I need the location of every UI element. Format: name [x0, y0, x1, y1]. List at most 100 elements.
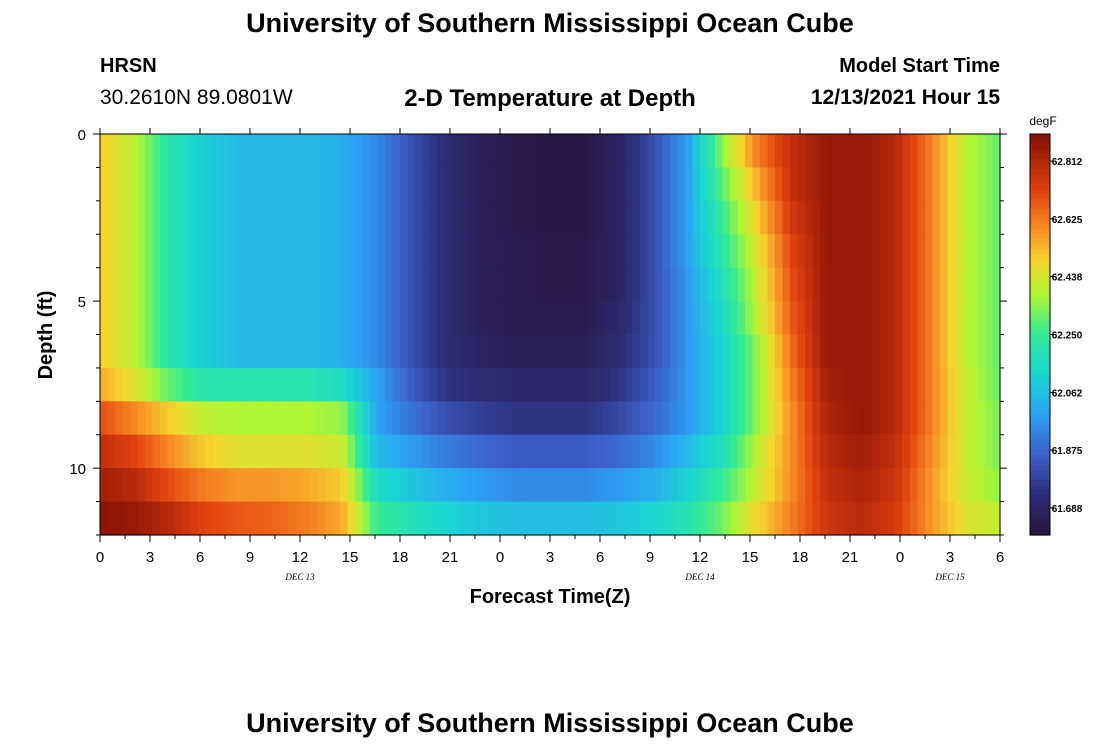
- heatmap-cell: [790, 434, 799, 469]
- heatmap-cell: [790, 401, 799, 436]
- heatmap-cell: [295, 434, 304, 469]
- heatmap-cell: [940, 334, 949, 369]
- heatmap-cell: [422, 167, 431, 202]
- heatmap-cell: [310, 234, 319, 269]
- heatmap-cell: [190, 267, 199, 302]
- heatmap-cell: [370, 501, 379, 536]
- colorbar-segment: [1030, 284, 1050, 290]
- heatmap-cell: [797, 501, 806, 536]
- colorbar-segment: [1030, 509, 1050, 516]
- heatmap-cell: [625, 334, 634, 369]
- heatmap-cell: [700, 267, 709, 302]
- heatmap-cell: [370, 234, 379, 269]
- heatmap-cell: [197, 200, 206, 235]
- heatmap-cell: [587, 334, 596, 369]
- heatmap-cell: [422, 234, 431, 269]
- heatmap-cell: [812, 434, 821, 469]
- colorbar-segment: [1030, 374, 1050, 381]
- heatmap-cell: [175, 468, 184, 503]
- heatmap-cell: [857, 234, 866, 269]
- heatmap-cell: [362, 434, 371, 469]
- heatmap-cell: [595, 367, 604, 402]
- heatmap-cell: [752, 401, 761, 436]
- heatmap-cell: [437, 367, 446, 402]
- colorbar-segment: [1030, 329, 1050, 336]
- y-tick-label: 10: [69, 461, 86, 478]
- heatmap-cell: [617, 334, 626, 369]
- heatmap-cell: [902, 468, 911, 503]
- heatmap-cell: [385, 334, 394, 369]
- heatmap-cell: [805, 334, 814, 369]
- heatmap-cell: [392, 468, 401, 503]
- heatmap-cell: [775, 267, 784, 302]
- heatmap-cell: [700, 367, 709, 402]
- heatmap-cell: [332, 401, 341, 436]
- heatmap-cell: [910, 501, 919, 536]
- heatmap-cell: [617, 501, 626, 536]
- heatmap-cell: [797, 134, 806, 169]
- heatmap-cell: [595, 134, 604, 169]
- heatmap-cell: [745, 267, 754, 302]
- heatmap-cell: [437, 234, 446, 269]
- heatmap-cell: [190, 434, 199, 469]
- heatmap-cell: [445, 301, 454, 336]
- heatmap-cell: [715, 301, 724, 336]
- heatmap-cell: [985, 267, 994, 302]
- heatmap-cell: [947, 200, 956, 235]
- heatmap-cell: [400, 468, 409, 503]
- heatmap-cell: [227, 200, 236, 235]
- heatmap-cell: [887, 434, 896, 469]
- heatmap-cell: [805, 167, 814, 202]
- heatmap-cell: [347, 501, 356, 536]
- heatmap-cell: [385, 134, 394, 169]
- heatmap-cell: [805, 134, 814, 169]
- heatmap-cell: [947, 234, 956, 269]
- heatmap-cell: [542, 167, 551, 202]
- heatmap-cell: [445, 501, 454, 536]
- heatmap-cell: [242, 401, 251, 436]
- heatmap-cell: [610, 468, 619, 503]
- heatmap-cell: [550, 334, 559, 369]
- heatmap-cell: [970, 301, 979, 336]
- heatmap-cell: [992, 167, 1001, 202]
- heatmap-cell: [490, 367, 499, 402]
- heatmap-cell: [850, 401, 859, 436]
- chart-subtitle: 2-D Temperature at Depth: [404, 85, 696, 112]
- heatmap-cell: [602, 434, 611, 469]
- heatmap-cell: [250, 301, 259, 336]
- y-axis-label: Depth (ft): [35, 291, 57, 380]
- heatmap-cell: [527, 434, 536, 469]
- heatmap-cell: [895, 167, 904, 202]
- heatmap-cell: [137, 234, 146, 269]
- page-title: University of Southern Mississippi Ocean…: [246, 8, 854, 38]
- heatmap-cell: [302, 501, 311, 536]
- colorbar-segment: [1030, 454, 1050, 461]
- heatmap-cell: [812, 367, 821, 402]
- heatmap-cell: [107, 434, 116, 469]
- heatmap-cell: [640, 367, 649, 402]
- colorbar-segment: [1030, 249, 1050, 255]
- heatmap-cell: [895, 234, 904, 269]
- heatmap-cell: [760, 367, 769, 402]
- x-tick-label: 21: [842, 549, 859, 566]
- heatmap-cell: [182, 234, 191, 269]
- heatmap-cell: [655, 401, 664, 436]
- heatmap-cell: [760, 234, 769, 269]
- heatmap-cell: [107, 234, 116, 269]
- heatmap-cell: [137, 334, 146, 369]
- heatmap-cell: [910, 267, 919, 302]
- heatmap-cell: [520, 267, 529, 302]
- heatmap-cell: [467, 468, 476, 503]
- heatmap-cell: [505, 200, 514, 235]
- heatmap-cell: [895, 334, 904, 369]
- heatmap-cell: [632, 401, 641, 436]
- heatmap-cell: [220, 167, 229, 202]
- heatmap-cell: [332, 468, 341, 503]
- colorbar-segment: [1030, 189, 1050, 195]
- colorbar-unit: degF: [1029, 114, 1056, 128]
- heatmap-cell: [400, 167, 409, 202]
- heatmap-cell: [730, 434, 739, 469]
- heatmap-cell: [332, 134, 341, 169]
- colorbar-segment: [1030, 469, 1050, 476]
- heatmap-cell: [707, 134, 716, 169]
